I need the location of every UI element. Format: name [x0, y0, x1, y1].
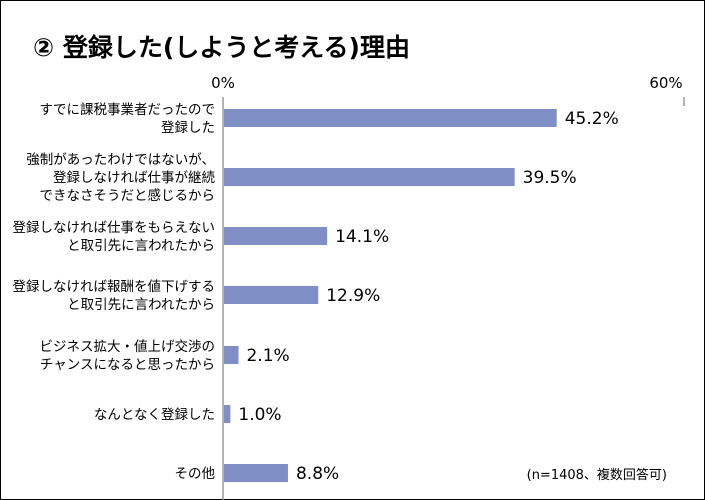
category-label: ビジネス拡大・値上げ交渉の — [40, 338, 216, 355]
chart-title: ② 登録した(しようと考える)理由 — [33, 33, 410, 62]
category-label: すでに課税事業者だったので — [39, 102, 215, 118]
data-label: 39.5% — [523, 168, 577, 188]
bar — [224, 405, 231, 423]
category-label: 強制があったわけではないが、 — [26, 152, 215, 168]
data-label: 8.8% — [296, 464, 339, 484]
category-label: 登録しなければ仕事をもらえない — [13, 220, 216, 236]
category-label: と取引先に言われたから — [67, 238, 215, 254]
x-tick-label: 0% — [211, 74, 235, 92]
category-label: 登録しなければ報酬を値下げする — [13, 279, 216, 295]
category-label: 登録しなければ仕事が継続 — [53, 170, 215, 186]
category-label: 登録した — [161, 120, 215, 136]
data-label: 45.2% — [565, 109, 619, 129]
sample-note: (n=1408、複数回答可) — [526, 468, 667, 483]
bar — [224, 286, 319, 304]
data-label: 14.1% — [335, 227, 389, 247]
bar — [224, 464, 288, 482]
data-label: 2.1% — [247, 346, 290, 366]
data-label: 12.9% — [326, 286, 380, 306]
category-label: チャンスになると思ったから — [40, 357, 215, 373]
category-label: なんとなく登録した — [94, 407, 215, 423]
bar — [224, 109, 557, 127]
x-tick-label: 60% — [649, 74, 682, 92]
bar — [224, 168, 515, 186]
bar — [224, 346, 239, 364]
category-label: できなさそうだと感じるから — [40, 187, 216, 204]
bar — [224, 227, 328, 245]
category-label: その他 — [175, 466, 216, 482]
data-label: 1.0% — [238, 405, 281, 425]
category-label: と取引先に言われたから — [67, 297, 215, 313]
